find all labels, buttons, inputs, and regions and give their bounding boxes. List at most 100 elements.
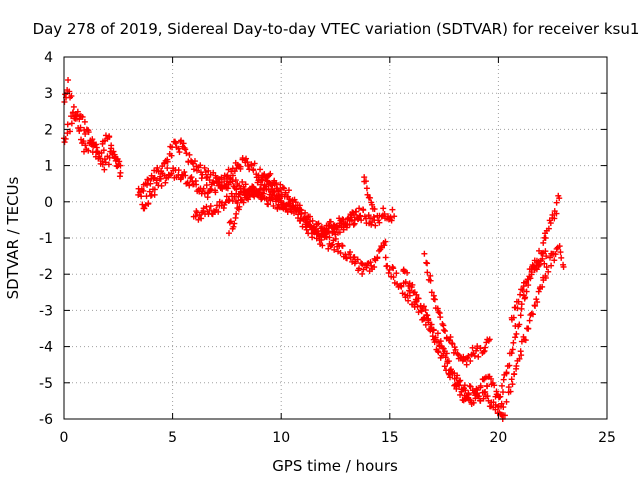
data-point	[477, 382, 484, 389]
data-point	[279, 184, 286, 191]
data-point	[523, 280, 530, 287]
data-point	[480, 348, 487, 355]
data-point	[236, 203, 243, 210]
data-point	[542, 248, 549, 255]
data-point	[535, 288, 542, 295]
data-point	[512, 334, 519, 341]
data-point	[510, 314, 517, 321]
data-point	[551, 215, 558, 222]
data-point	[475, 353, 482, 360]
grid	[64, 57, 607, 419]
data-point	[267, 196, 274, 203]
data-point	[297, 206, 304, 213]
data-point	[102, 132, 109, 139]
data-point	[553, 199, 560, 206]
data-point	[186, 182, 193, 189]
data-point	[259, 194, 266, 201]
data-point	[523, 288, 530, 295]
data-point	[82, 130, 89, 137]
data-point	[61, 139, 68, 146]
data-point	[168, 170, 175, 177]
data-point	[315, 220, 322, 227]
data-point	[147, 180, 154, 187]
data-point	[180, 140, 187, 147]
data-point	[518, 301, 525, 308]
data-point	[117, 169, 124, 176]
data-point	[434, 330, 441, 337]
data-point	[93, 141, 100, 148]
chart-title: Day 278 of 2019, Sidereal Day-to-day VTE…	[33, 20, 640, 38]
data-point	[365, 212, 372, 219]
y-tick-label: -5	[39, 376, 53, 392]
data-point	[229, 172, 236, 179]
data-point	[307, 218, 314, 225]
data-point	[89, 136, 96, 143]
data-point	[509, 346, 516, 353]
data-point	[390, 274, 397, 281]
x-tick-label: 20	[489, 430, 507, 446]
data-point	[430, 327, 437, 334]
data-point	[175, 145, 182, 152]
data-point	[357, 212, 364, 219]
data-point	[522, 294, 529, 301]
data-point	[94, 149, 101, 156]
data-point	[447, 334, 454, 341]
data-point	[467, 383, 474, 390]
data-point	[393, 270, 400, 277]
data-point	[350, 221, 357, 228]
data-point	[183, 150, 190, 157]
data-point	[505, 384, 512, 391]
data-point	[62, 91, 69, 98]
y-tick-label: 1	[44, 159, 53, 175]
data-point	[533, 266, 540, 273]
data-point	[204, 173, 211, 180]
data-point	[105, 161, 112, 168]
data-point	[339, 216, 346, 223]
data-point	[526, 317, 533, 324]
data-point	[413, 291, 420, 298]
data-point	[385, 269, 392, 276]
data-point	[470, 399, 477, 406]
data-point	[507, 388, 514, 395]
data-point	[560, 263, 567, 270]
data-point	[462, 387, 469, 394]
data-point	[529, 261, 536, 268]
data-point	[498, 400, 505, 407]
data-point	[522, 337, 529, 344]
x-tick-label: 5	[168, 430, 177, 446]
data-point	[81, 118, 88, 125]
data-point	[339, 242, 346, 249]
data-point	[319, 242, 326, 249]
data-point	[218, 179, 225, 186]
data-point	[114, 163, 121, 170]
data-point	[437, 314, 444, 321]
data-point	[516, 321, 523, 328]
data-point	[472, 395, 479, 402]
data-point	[548, 262, 555, 269]
data-point	[136, 189, 143, 196]
data-point	[257, 181, 264, 188]
data-point	[253, 188, 260, 195]
data-point	[347, 249, 354, 256]
data-point	[181, 169, 188, 176]
data-point	[440, 350, 447, 357]
data-point	[506, 362, 513, 369]
data-point	[532, 302, 539, 309]
data-point	[542, 235, 549, 242]
data-point	[432, 334, 439, 341]
data-point	[148, 172, 155, 179]
data-point	[552, 251, 559, 258]
data-point	[503, 398, 510, 405]
data-point	[154, 164, 161, 171]
y-tick-label: 4	[44, 50, 53, 66]
data-point	[301, 214, 308, 221]
data-point	[358, 217, 365, 224]
data-point	[230, 223, 237, 230]
data-point	[363, 264, 370, 271]
data-point	[311, 227, 318, 234]
data-point	[282, 189, 289, 196]
data-point	[227, 218, 234, 225]
data-point	[106, 134, 113, 141]
data-point	[539, 255, 546, 262]
